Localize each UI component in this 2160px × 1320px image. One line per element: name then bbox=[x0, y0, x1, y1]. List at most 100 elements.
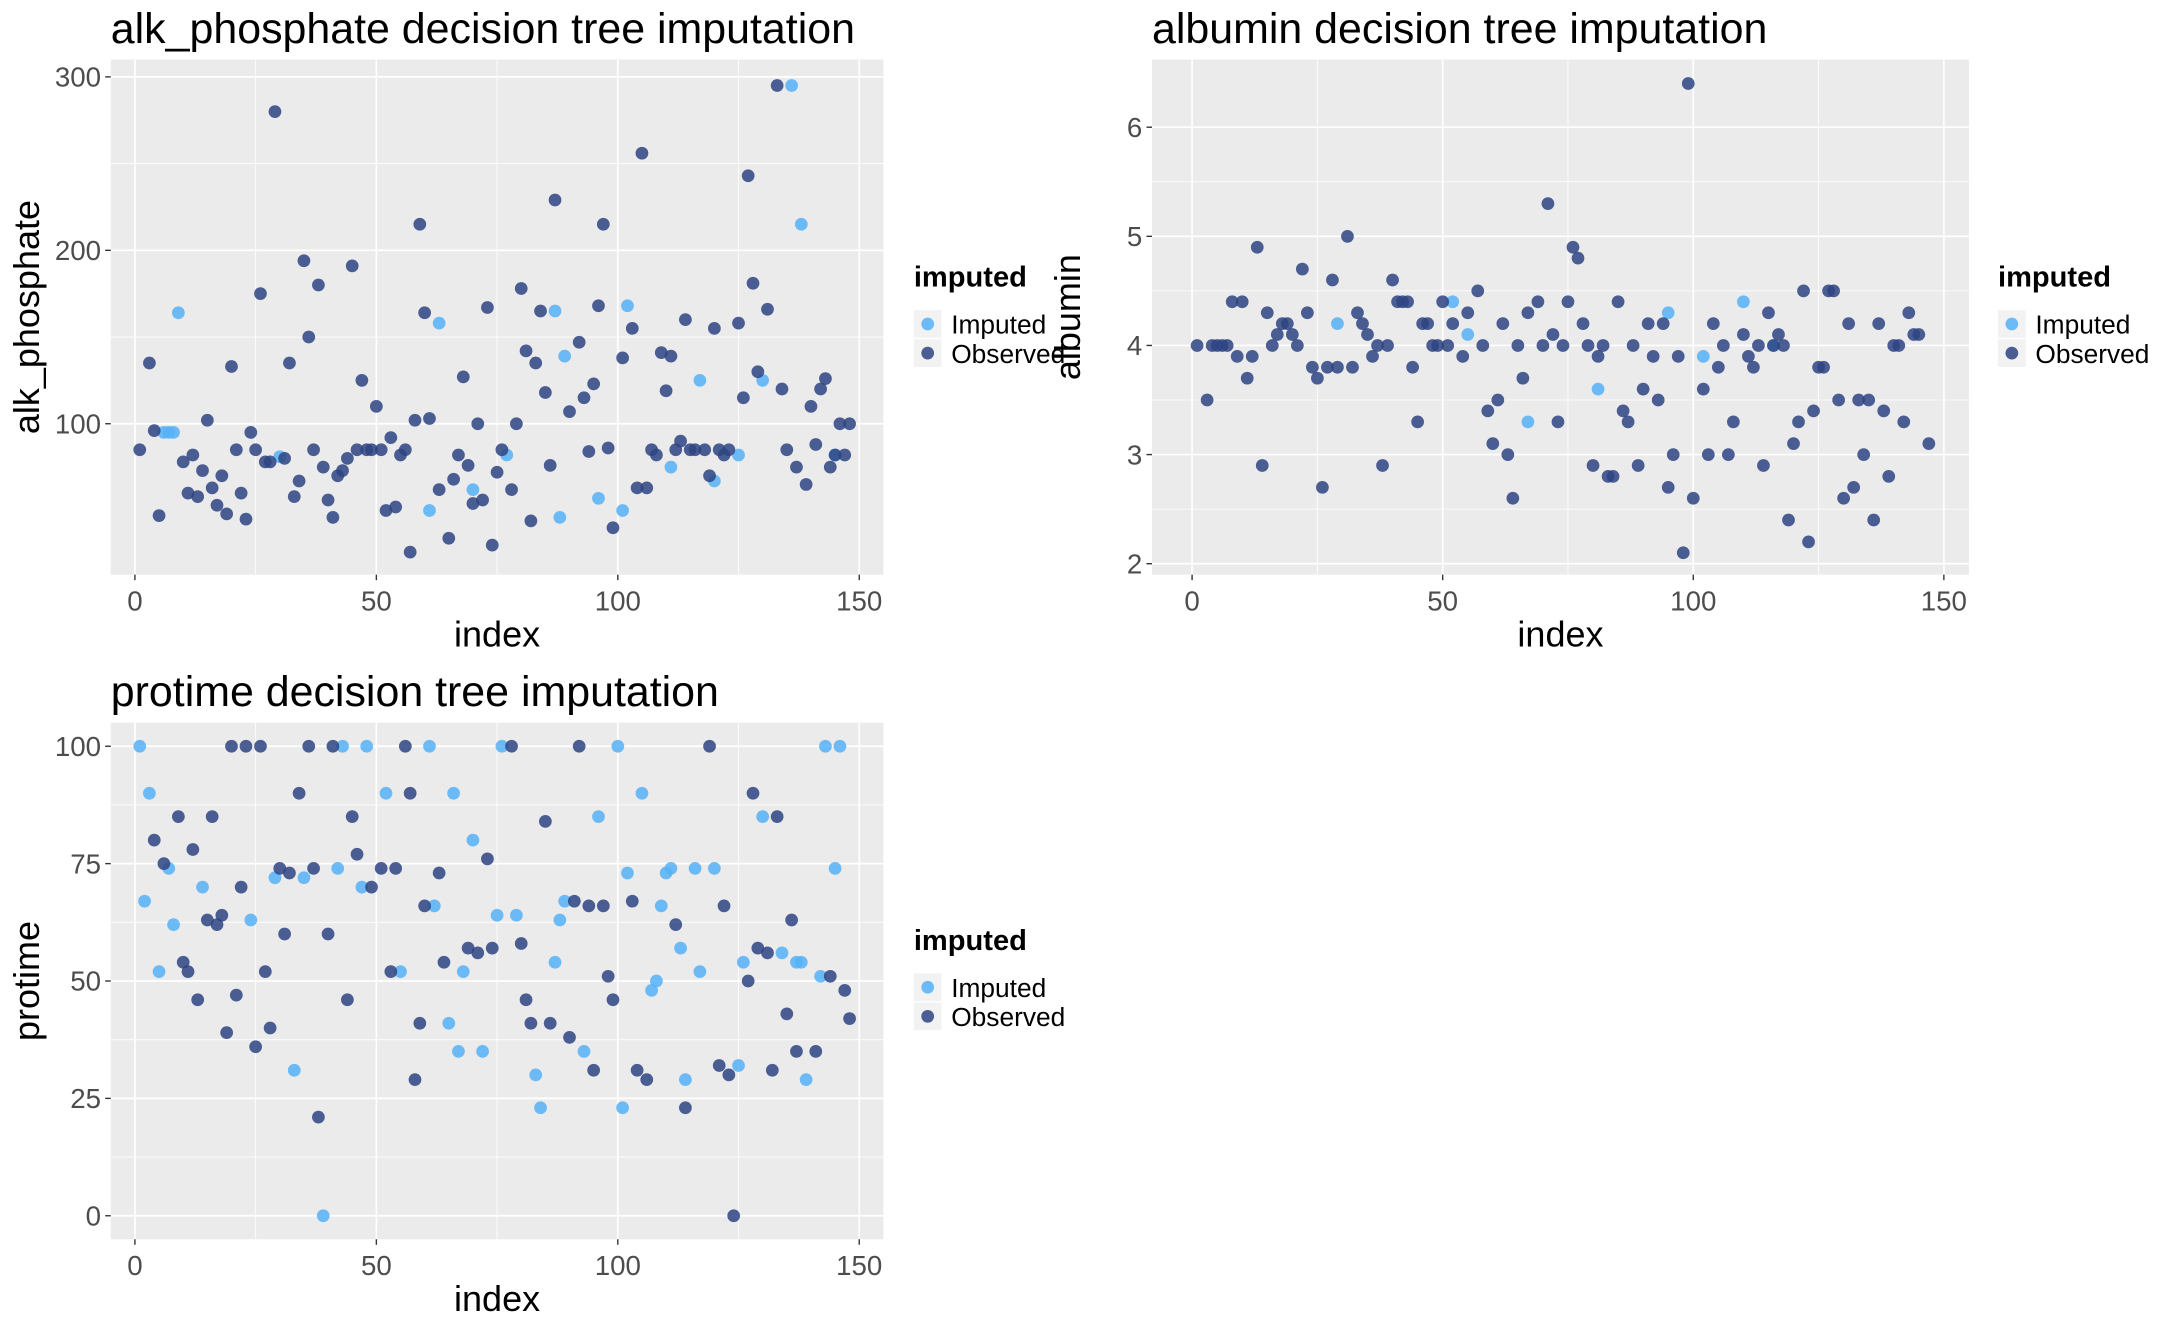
point bbox=[1586, 459, 1600, 472]
legend-swatch bbox=[2005, 346, 2019, 360]
point bbox=[1852, 393, 1866, 407]
point bbox=[466, 833, 480, 847]
point bbox=[292, 786, 306, 800]
point bbox=[268, 105, 282, 118]
point bbox=[703, 739, 716, 753]
point bbox=[577, 391, 591, 405]
point bbox=[727, 1209, 741, 1223]
point bbox=[1260, 306, 1274, 320]
y-tick-label: 6 bbox=[1127, 112, 1142, 143]
point bbox=[1546, 328, 1560, 341]
point bbox=[442, 531, 456, 545]
point bbox=[447, 472, 460, 486]
point bbox=[1696, 382, 1710, 396]
y-axis-title: alk_phosphate bbox=[6, 200, 47, 434]
point bbox=[1446, 295, 1460, 309]
point bbox=[621, 299, 634, 313]
point bbox=[534, 1101, 547, 1115]
point bbox=[1651, 393, 1665, 407]
point bbox=[210, 498, 224, 512]
x-tick-label: 100 bbox=[595, 586, 641, 617]
point bbox=[1752, 339, 1765, 352]
y-tick-label: 100 bbox=[55, 731, 101, 762]
point bbox=[205, 481, 219, 495]
point bbox=[1536, 339, 1550, 352]
point bbox=[635, 146, 649, 160]
point bbox=[138, 894, 151, 908]
point bbox=[1280, 317, 1294, 330]
point bbox=[659, 384, 673, 398]
point bbox=[621, 866, 634, 880]
point bbox=[1792, 415, 1805, 429]
point bbox=[244, 426, 258, 439]
point bbox=[466, 497, 480, 510]
point bbox=[341, 993, 354, 1007]
point bbox=[249, 443, 263, 457]
point bbox=[1857, 448, 1871, 461]
point bbox=[790, 460, 803, 474]
point bbox=[1511, 339, 1525, 352]
point bbox=[1646, 349, 1660, 363]
point bbox=[833, 417, 847, 431]
point bbox=[838, 984, 852, 997]
point bbox=[456, 965, 470, 978]
point bbox=[529, 356, 543, 370]
point bbox=[1606, 470, 1620, 483]
point bbox=[292, 474, 306, 488]
point bbox=[1521, 306, 1535, 320]
y-tick-label: 4 bbox=[1127, 330, 1142, 361]
panel-background bbox=[1152, 59, 1969, 575]
point bbox=[761, 946, 774, 960]
point bbox=[1331, 317, 1344, 330]
point bbox=[1376, 459, 1389, 472]
point bbox=[761, 302, 774, 316]
y-axis-title: protime bbox=[6, 921, 47, 1041]
point bbox=[461, 458, 475, 472]
x-tick-label: 0 bbox=[127, 586, 142, 617]
point bbox=[1832, 393, 1845, 407]
point bbox=[1566, 240, 1580, 254]
point bbox=[273, 861, 287, 875]
point bbox=[1706, 317, 1720, 330]
point bbox=[287, 490, 301, 503]
point bbox=[505, 739, 518, 753]
point bbox=[640, 481, 654, 495]
x-tick-label: 150 bbox=[1921, 586, 1967, 617]
point bbox=[1711, 360, 1725, 374]
legend-swatch bbox=[921, 1009, 935, 1023]
point bbox=[147, 424, 161, 438]
point bbox=[418, 306, 432, 320]
x-tick-label: 50 bbox=[1427, 586, 1458, 617]
point bbox=[1591, 349, 1605, 363]
point bbox=[427, 899, 441, 913]
point bbox=[1431, 339, 1445, 352]
y-tick-label: 75 bbox=[70, 848, 101, 879]
point bbox=[582, 445, 596, 458]
point bbox=[548, 193, 562, 207]
point bbox=[543, 458, 557, 472]
point bbox=[732, 448, 745, 462]
point bbox=[186, 843, 200, 856]
point bbox=[1636, 382, 1650, 396]
point bbox=[1686, 491, 1700, 505]
legend-label: Imputed bbox=[951, 310, 1046, 340]
point bbox=[389, 861, 403, 875]
point bbox=[447, 786, 460, 800]
point bbox=[548, 304, 562, 318]
point bbox=[1290, 339, 1304, 352]
point bbox=[746, 276, 760, 290]
point bbox=[529, 1068, 543, 1082]
point bbox=[833, 739, 847, 753]
point bbox=[263, 1021, 277, 1035]
y-tick-label: 2 bbox=[1127, 548, 1142, 579]
point bbox=[167, 426, 180, 439]
point bbox=[423, 412, 436, 425]
point bbox=[316, 460, 330, 474]
point bbox=[843, 1012, 856, 1025]
point bbox=[765, 1063, 779, 1077]
point bbox=[350, 847, 364, 861]
point bbox=[664, 460, 678, 474]
point bbox=[819, 739, 832, 753]
point bbox=[418, 899, 432, 913]
point bbox=[345, 810, 359, 824]
